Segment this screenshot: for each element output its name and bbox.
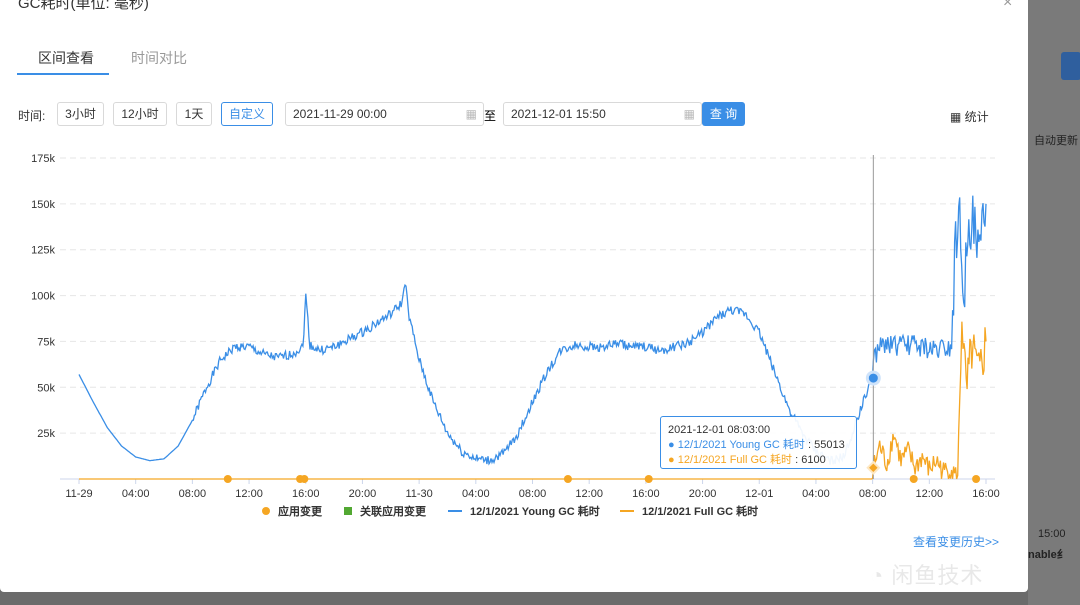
- range-3h-button[interactable]: 3小时: [57, 102, 104, 126]
- app-change-marker: [644, 475, 653, 483]
- x-tick-label: 20:00: [689, 488, 717, 500]
- stats-label: 统计: [964, 110, 989, 124]
- app-change-marker: [563, 475, 572, 483]
- dialog-title: GC耗时(单位: 毫秒): [18, 0, 149, 12]
- side-time: 15:00: [1038, 528, 1066, 540]
- close-icon[interactable]: ×: [1003, 0, 1013, 11]
- x-tick-label: 08:00: [179, 488, 207, 500]
- tooltip-full-label: ● 12/1/2021 Full GC 耗时: [668, 454, 793, 466]
- legend-item: 关联应用变更: [360, 504, 427, 518]
- active-tab-indicator: [17, 73, 109, 75]
- x-tick-label: 16:00: [292, 488, 320, 500]
- tooltip-time: 2021-12-01 08:03:00: [668, 424, 771, 436]
- y-tick-label: 25k: [37, 428, 55, 440]
- y-tick-label: 150k: [31, 199, 55, 211]
- app-change-marker: [223, 475, 232, 483]
- x-tick-label: 04:00: [802, 488, 830, 500]
- app-change-marker: [300, 475, 309, 483]
- app-change-marker: [909, 475, 918, 483]
- background-button: [1061, 52, 1080, 80]
- tab-time-compare[interactable]: 时间对比: [131, 50, 187, 66]
- y-tick-label: 125k: [31, 245, 55, 257]
- start-date-value: 2021-11-29 00:00: [293, 107, 387, 121]
- legend-item: 12/1/2021 Young GC 耗时: [470, 504, 600, 518]
- y-tick-label: 100k: [31, 291, 55, 303]
- start-date-input[interactable]: 2021-11-29 00:00 ▦: [285, 102, 484, 126]
- y-tick-label: 50k: [37, 382, 55, 394]
- legend-item: 应用变更: [278, 504, 323, 518]
- hover-point-full: [866, 460, 881, 475]
- calendar-icon: ▦: [465, 107, 477, 121]
- tooltip-full-value: 6100: [801, 454, 826, 466]
- to-label: 至: [484, 109, 497, 123]
- x-tick-label: 11-30: [405, 488, 432, 500]
- gc-line-chart: 25k 50k 75k 100k 125k 150k 175k 11-29 04:00 08:00…: [31, 153, 1000, 518]
- legend-item: 12/1/2021 Full GC 耗时: [642, 504, 758, 518]
- x-tick-label: 12:00: [235, 488, 263, 500]
- calendar-icon: ▦: [683, 107, 695, 121]
- watermark-text: 闲鱼技术: [891, 563, 984, 588]
- x-tick-label: 16:00: [972, 488, 1000, 500]
- x-tick-label: 16:00: [632, 488, 660, 500]
- watermark-logo: ◔ 闲鱼技术: [870, 563, 983, 589]
- x-tick-label: 08:00: [519, 488, 547, 500]
- background-page: 自动更新 15:00 nable纟: [1028, 0, 1080, 605]
- tooltip-young-label: ● 12/1/2021 Young GC 耗时: [668, 439, 805, 451]
- range-1d-button[interactable]: 1天: [176, 102, 212, 126]
- tooltip-young-value: 55013: [814, 439, 845, 451]
- wechat-icon: ◔: [870, 563, 892, 588]
- y-tick-label: 75k: [37, 336, 55, 348]
- range-12h-button[interactable]: 12小时: [113, 102, 167, 126]
- x-tick-label: 11-29: [65, 488, 92, 500]
- grid-icon: ▦: [950, 110, 965, 124]
- chart-tooltip: 2021-12-01 08:03:00 ● 12/1/2021 Young GC…: [660, 416, 857, 469]
- x-tick-label: 04:00: [122, 488, 150, 500]
- stats-button[interactable]: ▦ 统计: [950, 108, 989, 125]
- x-tick-label: 12-01: [745, 488, 773, 500]
- side-text: nable纟: [1028, 549, 1068, 561]
- legend-marker: [344, 507, 352, 515]
- time-label: 时间:: [18, 109, 46, 123]
- tab-range-view[interactable]: 区间查看: [38, 50, 94, 66]
- legend-marker: [262, 507, 270, 515]
- x-tick-label: 20:00: [349, 488, 377, 500]
- view-change-history-link[interactable]: 查看变更历史>>: [913, 535, 1000, 549]
- x-tick-label: 12:00: [916, 488, 944, 500]
- auto-refresh-text: 自动更新: [1034, 135, 1078, 147]
- end-date-input[interactable]: 2021-12-01 15:50 ▦: [503, 102, 702, 126]
- x-tick-label: 12:00: [575, 488, 603, 500]
- gc-time-dialog: GC耗时(单位: 毫秒) × 区间查看 时间对比 时间: 3小时 12小时 1天…: [0, 0, 1028, 592]
- y-tick-label: 175k: [31, 153, 55, 165]
- app-change-marker: [972, 475, 981, 483]
- query-button[interactable]: 查 询: [702, 102, 745, 126]
- x-tick-label: 08:00: [859, 488, 887, 500]
- hover-point-young: [865, 370, 881, 386]
- range-custom-button[interactable]: 自定义: [221, 102, 273, 126]
- end-date-value: 2021-12-01 15:50: [511, 107, 606, 121]
- x-tick-label: 04:00: [462, 488, 490, 500]
